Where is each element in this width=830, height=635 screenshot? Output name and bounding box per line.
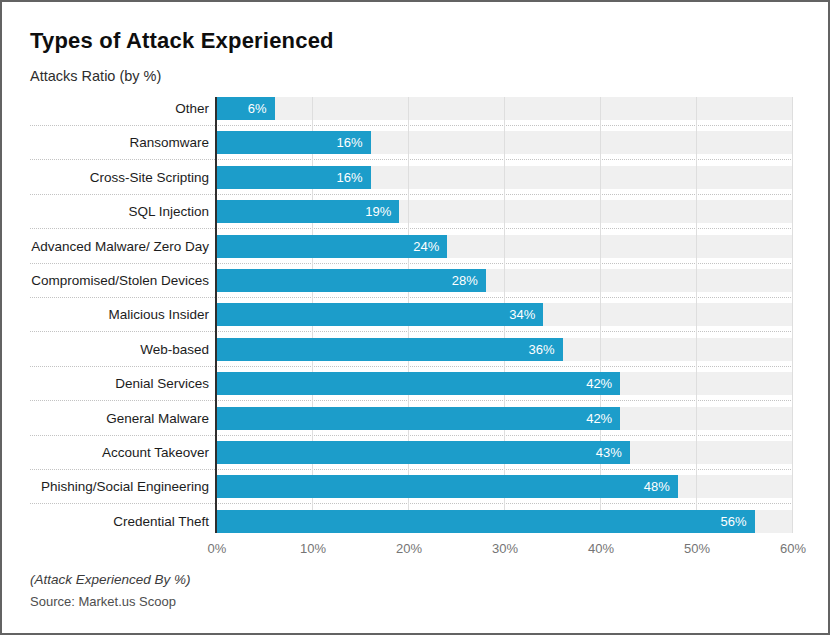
row-band [217, 97, 793, 120]
bar-value-label: 42% [586, 376, 620, 391]
category-label: Ransomware [30, 131, 209, 154]
bar: 24% [217, 235, 447, 258]
bar: 16% [217, 131, 371, 154]
chart-row: Web-based 36% [30, 338, 793, 372]
bar-value-label: 28% [452, 273, 486, 288]
chart-row: Credential Theft 56% [30, 510, 793, 533]
category-label: General Malware [30, 407, 209, 430]
bar: 34% [217, 303, 543, 326]
bar: 6% [217, 97, 275, 120]
row-separator [30, 331, 793, 332]
x-tick-label: 60% [769, 541, 817, 556]
category-label: Denial Services [30, 372, 209, 395]
x-tick-label: 30% [481, 541, 529, 556]
category-label: Compromised/Stolen Devices [30, 269, 209, 292]
category-label: Cross-Site Scripting [30, 166, 209, 189]
category-label: SQL Injection [30, 200, 209, 223]
row-separator [30, 125, 793, 126]
chart-row: Ransomware 16% [30, 131, 793, 165]
x-tick-label: 40% [577, 541, 625, 556]
bar: 19% [217, 200, 399, 223]
bar-value-label: 42% [586, 411, 620, 426]
gridline [696, 97, 697, 533]
bar: 28% [217, 269, 486, 292]
category-label: Credential Theft [30, 510, 209, 533]
row-separator [30, 194, 793, 195]
category-label: Other [30, 97, 209, 120]
bar-value-label: 6% [248, 101, 275, 116]
category-label: Web-based [30, 338, 209, 361]
source-note: Source: Market.us Scoop [30, 594, 176, 609]
bar: 36% [217, 338, 563, 361]
category-label: Malicious Insider [30, 303, 209, 326]
chart-subtitle: Attacks Ratio (by %) [30, 68, 161, 84]
row-separator [30, 366, 793, 367]
axis-note: (Attack Experienced By %) [30, 572, 191, 587]
chart-row: Malicious Insider 34% [30, 303, 793, 337]
row-separator [30, 435, 793, 436]
bar-value-label: 16% [337, 135, 371, 150]
chart-title: Types of Attack Experienced [30, 28, 334, 54]
bar-value-label: 56% [721, 514, 755, 529]
category-label: Account Takeover [30, 441, 209, 464]
gridline [600, 97, 601, 533]
row-separator [30, 400, 793, 401]
bar: 42% [217, 407, 620, 430]
bar-value-label: 19% [365, 204, 399, 219]
bar-value-label: 34% [509, 307, 543, 322]
bar-chart: Other6%Ransomware16%Cross-Site Scripting… [30, 97, 793, 567]
bar: 42% [217, 372, 620, 395]
bar-value-label: 24% [413, 239, 447, 254]
row-separator [30, 297, 793, 298]
bar: 43% [217, 441, 630, 464]
row-separator [30, 159, 793, 160]
chart-card: Types of Attack Experienced Attacks Rati… [0, 0, 830, 635]
bar: 16% [217, 166, 371, 189]
bar: 56% [217, 510, 755, 533]
bar-value-label: 36% [529, 342, 563, 357]
x-tick-label: 0% [193, 541, 241, 556]
chart-row: Compromised/Stolen Devices 28% [30, 269, 793, 303]
chart-row: General Malware 42% [30, 407, 793, 441]
row-separator [30, 503, 793, 504]
chart-row: SQL Injection 19% [30, 200, 793, 234]
gridline [792, 97, 793, 533]
chart-rows: Other6%Ransomware16%Cross-Site Scripting… [30, 97, 793, 533]
y-axis-line [215, 97, 217, 533]
chart-row: Other 6% [30, 97, 793, 131]
row-separator [30, 469, 793, 470]
bar-value-label: 48% [644, 479, 678, 494]
row-separator [30, 228, 793, 229]
bar-value-label: 16% [337, 170, 371, 185]
chart-row: Advanced Malware/ Zero Day 24% [30, 235, 793, 269]
chart-row: Phishing/Social Engineering 48% [30, 475, 793, 509]
bar-value-label: 43% [596, 445, 630, 460]
row-separator [30, 263, 793, 264]
x-tick-label: 20% [385, 541, 433, 556]
x-tick-label: 10% [289, 541, 337, 556]
bar: 48% [217, 475, 678, 498]
category-label: Phishing/Social Engineering [30, 475, 209, 498]
x-tick-label: 50% [673, 541, 721, 556]
chart-row: Denial Services 42% [30, 372, 793, 406]
chart-row: Cross-Site Scripting 16% [30, 166, 793, 200]
category-label: Advanced Malware/ Zero Day [30, 235, 209, 258]
chart-row: Account Takeover 43% [30, 441, 793, 475]
